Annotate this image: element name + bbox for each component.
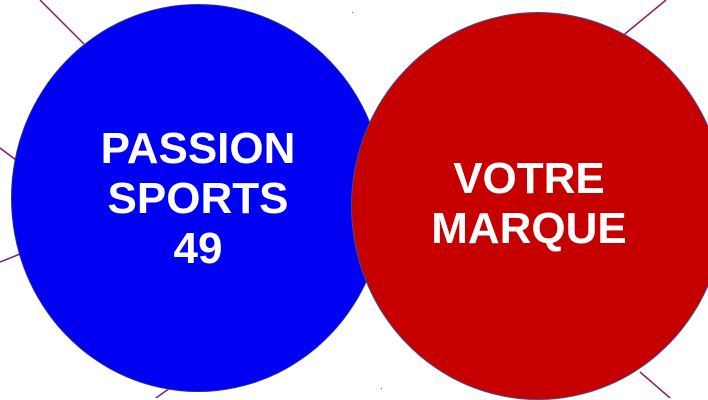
speck bbox=[381, 388, 382, 389]
connector-line bbox=[0, 147, 17, 161]
connector-line bbox=[39, 0, 85, 45]
label-line: 49 bbox=[173, 224, 223, 273]
votre-marque-circle: VOTRE MARQUE bbox=[351, 12, 708, 400]
passion-sports-circle: PASSION SPORTS 49 bbox=[11, 4, 385, 392]
connector-line bbox=[639, 371, 671, 398]
label-line: MARQUE bbox=[431, 204, 627, 253]
label-line: VOTRE bbox=[453, 154, 605, 203]
passion-sports-label: PASSION SPORTS 49 bbox=[101, 124, 296, 274]
connector-line bbox=[0, 253, 21, 263]
connector-line bbox=[619, 0, 667, 39]
label-line: PASSION bbox=[100, 124, 296, 173]
connector-line bbox=[155, 387, 171, 398]
label-line: SPORTS bbox=[107, 174, 289, 223]
speck bbox=[352, 12, 353, 13]
votre-marque-label: VOTRE MARQUE bbox=[431, 154, 627, 254]
